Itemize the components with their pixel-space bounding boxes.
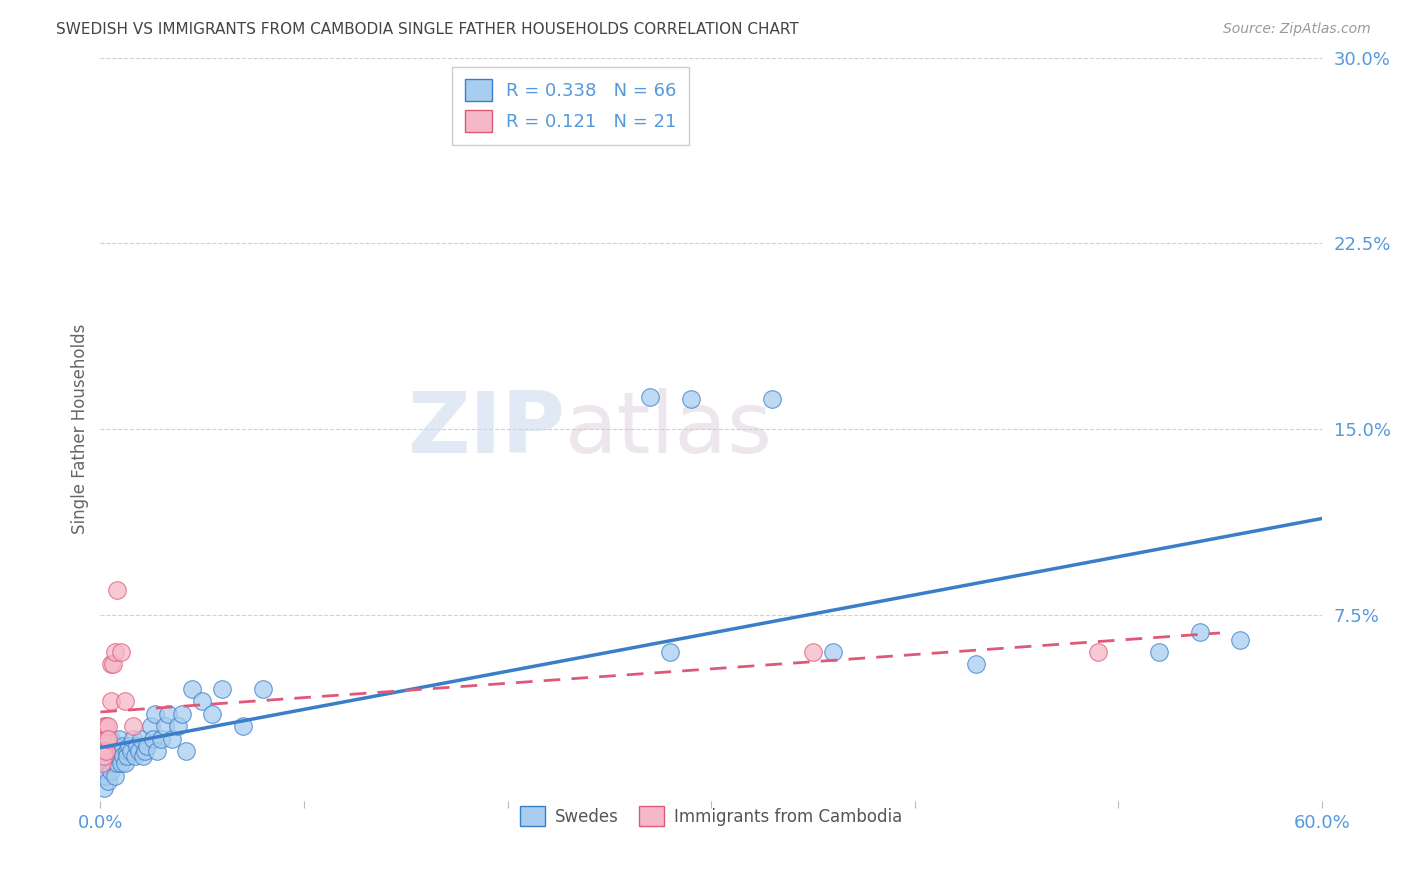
Point [100, 657, 122, 672]
Legend: Swedes, Immigrants from Cambodia: Swedes, Immigrants from Cambodia [513, 799, 908, 833]
Point [122, 719, 145, 733]
Point [129, 731, 152, 746]
Point [105, 756, 128, 771]
Point [128, 744, 150, 758]
Text: atlas: atlas [565, 388, 772, 471]
Point [174, 744, 197, 758]
Point [141, 719, 163, 733]
Point [150, 731, 173, 746]
Point [96, 731, 118, 746]
Point [1188, 625, 1211, 640]
Point [93, 748, 115, 763]
Point [232, 719, 254, 733]
Point [104, 645, 127, 659]
Point [124, 748, 146, 763]
Point [97, 731, 120, 746]
Point [100, 731, 122, 746]
Y-axis label: Single Father Households: Single Father Households [72, 324, 89, 534]
Point [91, 769, 114, 783]
Point [107, 731, 129, 746]
Point [93, 731, 115, 746]
Point [111, 748, 134, 763]
Point [104, 769, 127, 783]
Point [100, 748, 122, 763]
Point [1229, 632, 1251, 647]
Point [114, 756, 136, 771]
Point [96, 719, 118, 733]
Point [93, 781, 115, 796]
Point [114, 694, 136, 708]
Point [659, 645, 682, 659]
Point [638, 390, 661, 404]
Point [201, 706, 224, 721]
Point [761, 392, 783, 407]
Point [111, 739, 134, 753]
Point [97, 773, 120, 788]
Point [125, 739, 148, 753]
Point [122, 731, 145, 746]
Point [155, 719, 177, 733]
Point [132, 748, 155, 763]
Text: Source: ZipAtlas.com: Source: ZipAtlas.com [1223, 22, 1371, 37]
Point [679, 392, 702, 407]
Point [105, 744, 128, 758]
Point [93, 756, 115, 771]
Point [96, 739, 118, 753]
Point [1147, 645, 1170, 659]
Point [191, 694, 214, 708]
Point [146, 744, 169, 758]
Point [166, 719, 188, 733]
Point [100, 694, 122, 708]
Point [110, 744, 132, 758]
Point [101, 657, 124, 672]
Point [211, 682, 233, 697]
Point [143, 706, 166, 721]
Point [104, 739, 127, 753]
Point [107, 748, 129, 763]
Point [823, 645, 845, 659]
Point [118, 739, 141, 753]
Point [101, 744, 124, 758]
Point [101, 756, 124, 771]
Point [96, 769, 118, 783]
Point [965, 657, 987, 672]
Point [136, 739, 159, 753]
Point [110, 756, 132, 771]
Point [142, 731, 165, 746]
Point [120, 744, 142, 758]
Point [181, 682, 204, 697]
Text: ZIP: ZIP [406, 388, 565, 471]
Point [105, 582, 128, 597]
Point [97, 756, 120, 771]
Point [115, 744, 138, 758]
Point [1087, 645, 1109, 659]
Point [91, 731, 114, 746]
Point [97, 719, 120, 733]
Point [156, 706, 179, 721]
Point [104, 748, 127, 763]
Point [801, 645, 824, 659]
Point [93, 719, 115, 733]
Point [91, 744, 114, 758]
Point [110, 645, 132, 659]
Point [252, 682, 274, 697]
Point [100, 764, 122, 778]
Point [91, 744, 114, 758]
Point [160, 731, 183, 746]
Point [97, 744, 120, 758]
Point [91, 756, 114, 771]
Point [96, 748, 118, 763]
Point [134, 744, 156, 758]
Point [115, 748, 138, 763]
Point [93, 739, 115, 753]
Point [96, 744, 118, 758]
Text: SWEDISH VS IMMIGRANTS FROM CAMBODIA SINGLE FATHER HOUSEHOLDS CORRELATION CHART: SWEDISH VS IMMIGRANTS FROM CAMBODIA SING… [56, 22, 799, 37]
Point [170, 706, 193, 721]
